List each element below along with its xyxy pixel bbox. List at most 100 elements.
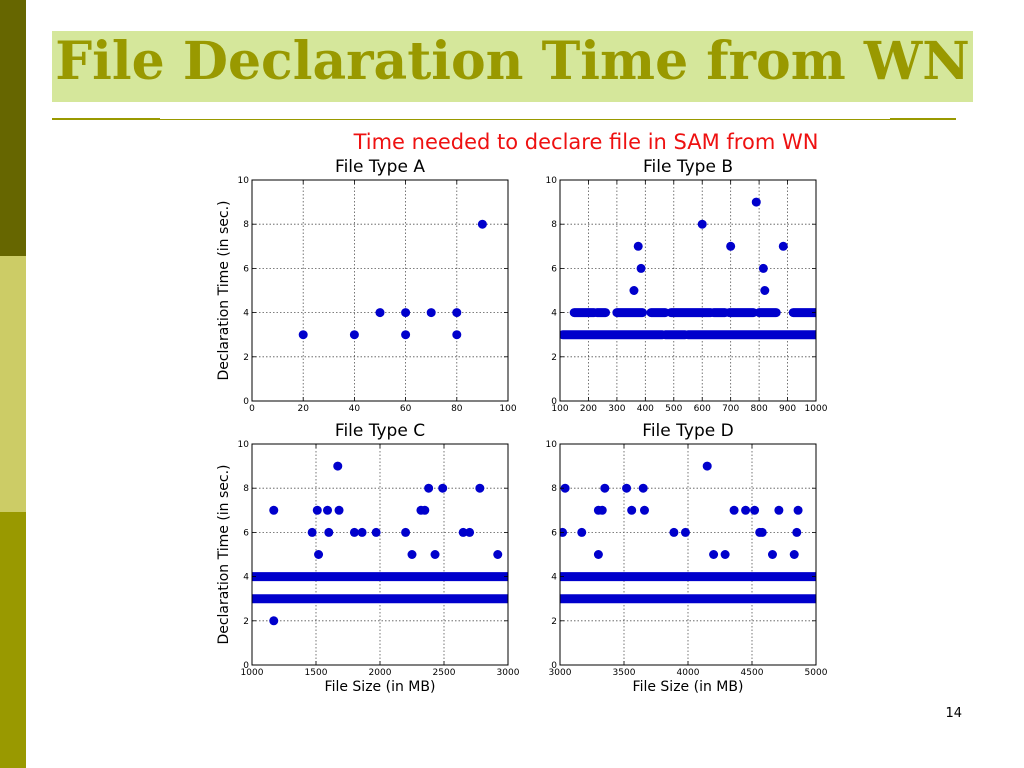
y-tick-label: 10 <box>546 440 558 450</box>
x-axis-label: File Size (in MB) <box>633 679 744 695</box>
panel-4: 3000 3500 4000 4500 5000 0 2 4 6 8 10 File Type D Fi… <box>546 421 828 695</box>
title-rule-center <box>160 119 890 120</box>
data-point <box>627 505 637 515</box>
sidebar-block-light <box>0 256 26 512</box>
data-point <box>438 483 448 493</box>
title-rule-left <box>52 118 160 120</box>
x-tick-label: 800 <box>751 404 768 414</box>
data-point <box>633 241 643 251</box>
panel-2: 100 200 300 400 500 600 700 800 900 1000 0 2 4 6 8 10 Fi… <box>546 157 828 414</box>
y-tick-label: 4 <box>243 573 249 583</box>
y-tick-label: 10 <box>238 176 250 186</box>
x-tick-label: 2000 <box>369 668 392 678</box>
data-point <box>324 527 334 537</box>
data-point <box>577 527 587 537</box>
data-point <box>349 330 359 340</box>
y-tick-label: 0 <box>243 661 249 671</box>
data-point <box>789 550 799 559</box>
data-point <box>430 550 440 559</box>
data-point <box>729 505 739 515</box>
y-tick-label: 4 <box>551 309 557 319</box>
x-tick-label: 3000 <box>497 668 520 678</box>
panel-3: 1000 1500 2000 2500 3000 0 2 4 6 8 10 File Type C Fi… <box>216 421 520 695</box>
data-layer <box>560 461 816 604</box>
sidebar-block-mid <box>0 512 26 768</box>
y-tick-label: 8 <box>243 484 249 494</box>
data-point <box>638 483 648 493</box>
data-point <box>371 527 381 537</box>
data-point <box>636 263 646 273</box>
data-point <box>597 505 607 515</box>
data-point <box>792 527 802 537</box>
x-tick-label: 100 <box>551 404 568 414</box>
data-point <box>426 308 436 318</box>
x-tick-label: 80 <box>451 404 463 414</box>
data-point <box>452 330 462 340</box>
data-point <box>493 550 503 559</box>
y-tick-label: 4 <box>551 573 557 583</box>
x-tick-label: 3000 <box>549 668 572 678</box>
data-point <box>424 483 434 493</box>
data-point <box>477 219 487 229</box>
data-point <box>333 461 343 471</box>
data-layer <box>560 197 816 340</box>
y-tick-label: 2 <box>551 617 557 627</box>
y-tick-label: 6 <box>551 528 557 538</box>
data-point <box>458 527 468 537</box>
data-point <box>452 308 462 318</box>
data-point <box>560 483 570 493</box>
data-point <box>760 286 770 295</box>
figure-title: Time needed to declare file in SAM from … <box>353 130 819 154</box>
y-tick-label: 4 <box>243 309 249 319</box>
x-tick-label: 0 <box>249 404 255 414</box>
data-point <box>357 527 367 537</box>
x-tick-label: 1500 <box>305 668 328 678</box>
data-point <box>767 550 777 559</box>
data-point <box>475 483 485 493</box>
data-point <box>709 550 719 559</box>
data-point <box>312 505 322 515</box>
plot-area <box>560 180 816 401</box>
y-tick-label: 6 <box>551 264 557 274</box>
y-tick-label: 2 <box>243 617 249 627</box>
x-tick-label: 100 <box>499 404 516 414</box>
data-point <box>593 550 603 559</box>
x-tick-label: 3500 <box>613 668 636 678</box>
data-point <box>774 505 784 515</box>
data-point <box>375 308 385 318</box>
x-tick-label: 400 <box>637 404 654 414</box>
y-axis-label: Declaration Time (in sec.) <box>216 464 232 644</box>
x-axis-label: File Size (in MB) <box>325 679 436 695</box>
data-layer <box>298 219 487 340</box>
panel-title: File Type C <box>335 421 425 441</box>
y-tick-label: 0 <box>551 397 557 407</box>
data-point <box>793 505 803 515</box>
data-point <box>269 505 279 515</box>
plot-frame <box>559 179 817 402</box>
y-tick-label: 10 <box>546 176 558 186</box>
x-tick-label: 900 <box>779 404 796 414</box>
data-point <box>401 527 411 537</box>
data-point <box>697 219 707 229</box>
y-tick-label: 6 <box>243 528 249 538</box>
y-tick-label: 8 <box>243 220 249 230</box>
slide-number: 14 <box>945 706 962 721</box>
x-tick-label: 600 <box>694 404 711 414</box>
panel-title: File Type D <box>642 421 733 441</box>
data-point <box>401 330 411 340</box>
data-point <box>750 505 760 515</box>
title-band <box>52 31 973 102</box>
data-point <box>269 616 279 626</box>
sidebar-block-dark <box>0 0 26 256</box>
data-point <box>680 527 690 537</box>
data-point <box>349 527 359 537</box>
panel-title: File Type B <box>643 157 733 177</box>
data-point <box>600 483 610 493</box>
x-tick-label: 4000 <box>677 668 700 678</box>
y-tick-label: 0 <box>551 661 557 671</box>
x-tick-label: 2500 <box>433 668 456 678</box>
data-layer <box>252 461 508 626</box>
x-tick-label: 200 <box>580 404 597 414</box>
data-point <box>757 527 767 537</box>
